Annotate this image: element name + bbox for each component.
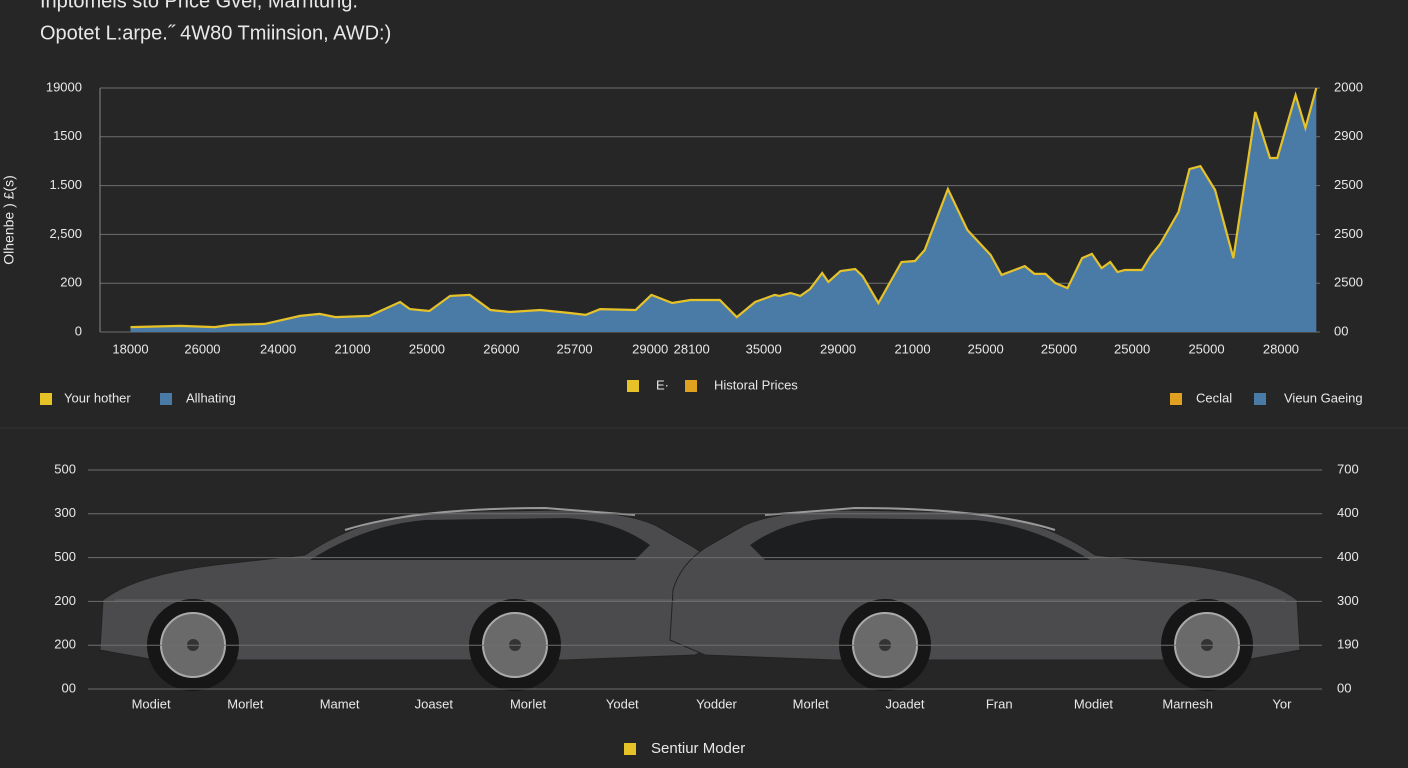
x-tick-label: Fran — [986, 696, 1013, 711]
y2-tick-label: 2000 — [1334, 79, 1363, 94]
x-tick-label: 35000 — [746, 341, 782, 356]
x-tick-label: Modiet — [132, 696, 171, 711]
car-roof — [764, 506, 1056, 531]
y-tick-label: 500 — [54, 549, 76, 564]
legend-swatch — [1170, 393, 1182, 405]
y2-tick-label: 190 — [1337, 637, 1359, 652]
x-tick-label: Joaset — [415, 696, 454, 711]
y-tick-label: 300 — [54, 505, 76, 520]
car-window — [750, 518, 1090, 560]
x-tick-label: Yor — [1272, 696, 1292, 711]
x-tick-label: 29000 — [632, 341, 668, 356]
x-tick-label: 21000 — [894, 341, 930, 356]
y2-tick-label: 400 — [1337, 549, 1359, 564]
x-tick-label: Marnesh — [1162, 696, 1213, 711]
legend-label: Sentiur Moder — [651, 740, 745, 757]
legend-label: Historal Prices — [714, 377, 798, 392]
x-tick-label: Morlet — [510, 696, 547, 711]
legend-swatch — [627, 380, 639, 392]
y-tick-label: 19000 — [46, 79, 82, 94]
y-axis-label: Olhenbe ) £(s) — [1, 175, 17, 264]
y2-tick-label: 2500 — [1334, 177, 1363, 192]
car-window — [310, 518, 650, 560]
x-tick-label: 25700 — [557, 341, 593, 356]
y-tick-label: 1500 — [53, 128, 82, 143]
y-tick-label: 200 — [54, 593, 76, 608]
car-roof — [344, 506, 636, 531]
x-tick-label: Modiet — [1074, 696, 1113, 711]
y2-tick-label: 400 — [1337, 505, 1359, 520]
y2-tick-label: 00 — [1334, 323, 1348, 338]
legend-label: Vieun Gaeing — [1284, 390, 1363, 405]
chart-subtitle: Opotet L:arpe.˝ 4W80 Tmiinsion, AWD:) — [40, 22, 391, 44]
x-tick-label: Yodder — [696, 696, 737, 711]
x-tick-label: 28100 — [674, 341, 710, 356]
y2-tick-label: 700 — [1337, 461, 1359, 476]
x-tick-label: 18000 — [112, 341, 148, 356]
legend-label: E· — [656, 377, 669, 392]
y2-tick-label: 00 — [1337, 680, 1351, 695]
y2-tick-label: 2900 — [1334, 128, 1363, 143]
y2-tick-label: 300 — [1337, 593, 1359, 608]
x-tick-label: 25000 — [1114, 341, 1150, 356]
y-tick-label: 0 — [75, 323, 82, 338]
x-tick-label: 25000 — [409, 341, 445, 356]
x-tick-label: 25000 — [1041, 341, 1077, 356]
legend-swatch — [624, 743, 636, 755]
x-tick-label: 26000 — [184, 341, 220, 356]
y2-tick-label: 2500 — [1334, 226, 1363, 241]
legend-label: Ceclal — [1196, 390, 1232, 405]
legend-label: Allhating — [186, 390, 236, 405]
x-tick-label: Yodet — [606, 696, 639, 711]
y-tick-label: 200 — [54, 637, 76, 652]
y2-tick-label: 2500 — [1334, 275, 1363, 290]
x-tick-label: 29000 — [820, 341, 856, 356]
y-tick-label: 200 — [60, 275, 82, 290]
area — [130, 88, 1317, 332]
x-tick-label: Mamet — [320, 696, 360, 711]
legend-swatch — [160, 393, 172, 405]
line — [130, 87, 1318, 329]
legend-swatch — [1254, 393, 1266, 405]
y-tick-label: 00 — [62, 680, 76, 695]
x-tick-label: Morlet — [793, 696, 830, 711]
legend-swatch — [40, 393, 52, 405]
x-tick-label: Morlet — [227, 696, 264, 711]
y-tick-label: 2,500 — [49, 226, 82, 241]
x-tick-label: 25000 — [968, 341, 1004, 356]
y-tick-label: 1.500 — [49, 177, 82, 192]
x-tick-label: Joadet — [885, 696, 924, 711]
x-tick-label: 26000 — [483, 341, 519, 356]
x-tick-label: 28000 — [1263, 341, 1299, 356]
y-tick-label: 500 — [54, 461, 76, 476]
x-tick-label: 21000 — [334, 341, 370, 356]
legend-label: Your hother — [64, 390, 131, 405]
cars — [99, 506, 1301, 691]
x-tick-label: 25000 — [1188, 341, 1224, 356]
chart-title: Inptomels sto Price Gvel, Marntung. — [40, 0, 358, 12]
legend-swatch — [685, 380, 697, 392]
x-tick-label: 24000 — [260, 341, 296, 356]
